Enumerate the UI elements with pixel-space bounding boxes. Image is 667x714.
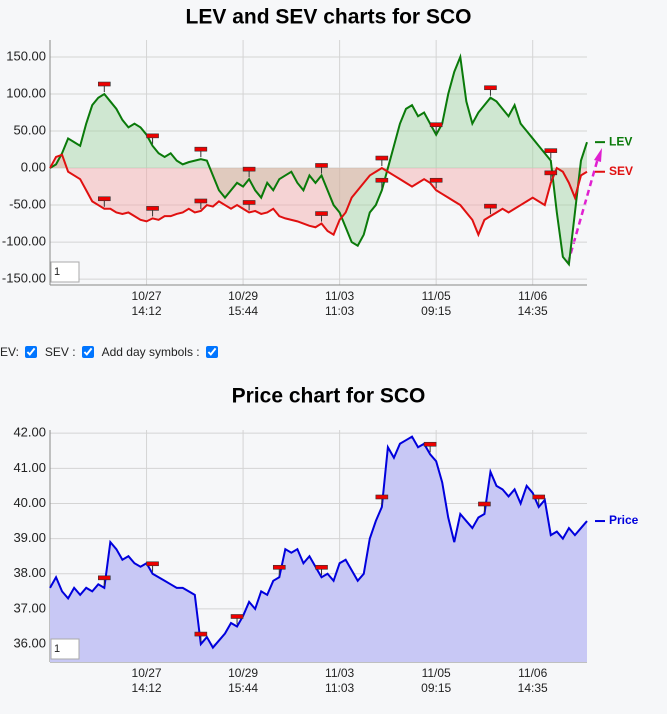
day-marker [242,166,256,172]
day-marker [230,614,244,619]
day-marker [98,575,111,581]
chart-title: LEV and SEV charts for SCO [186,6,472,29]
day-marker [478,501,491,507]
y-tick-label: 41.00 [13,460,46,475]
y-tick-label: 38.00 [13,565,46,580]
control-label: SEV : [44,345,76,359]
y-tick-label: 39.00 [13,530,46,545]
x-tick-label: 10/29 15:44 [228,289,258,318]
day-marker [375,177,389,183]
y-tick-label: -100.00 [2,234,46,249]
day-marker [429,177,443,183]
day-marker [272,564,286,570]
control-checkbox[interactable] [205,346,218,358]
y-tick-label: 0.00 [21,159,46,174]
area-fill [50,154,587,235]
day-marker [146,561,159,567]
y-tick-label: 42.00 [13,425,46,440]
x-tick-label: 11/03 11:03 [325,289,354,318]
day-marker [315,211,328,216]
legend-label: SEV [609,164,633,178]
chart-title: Price chart for SCO [232,385,426,408]
annotation-arrow [566,157,600,264]
x-tick-label: 11/05 09:15 [421,666,451,695]
control-label: Add day symbols : [101,345,200,359]
y-tick-label: 50.00 [13,122,46,137]
x-tick-label: 10/27 14:12 [132,289,162,318]
legend-label: Price [609,513,639,527]
day-marker [429,122,443,128]
day-marker [544,148,558,153]
area-fill [50,57,587,265]
y-tick-label: 36.00 [13,636,46,651]
y-tick-label: 40.00 [13,495,46,510]
day-marker [375,155,389,161]
day-marker [375,494,389,500]
day-marker [484,203,497,209]
day-marker [544,170,558,176]
x-tick-label: 11/06 14:35 [518,289,548,318]
day-marker [423,441,437,447]
legend-label: LEV [609,134,632,148]
day-marker [98,196,111,202]
series-line [49,153,588,238]
x-tick-label: 10/29 15:44 [228,666,258,695]
day-marker [242,200,256,205]
day-marker [146,206,159,211]
arrow-head [594,148,602,162]
day-marker [194,198,208,204]
area-fill [50,436,587,662]
day-marker [98,81,111,87]
y-tick-label: 150.00 [6,48,46,63]
day-marker [532,494,546,500]
day-marker [484,85,497,91]
controls: EV: SEV : Add day symbols : [0,345,222,359]
control-checkbox[interactable] [24,346,37,358]
zoom-value: 1 [54,643,60,655]
y-tick-label: 100.00 [6,85,46,100]
day-marker [194,146,208,152]
y-tick-label: -50.00 [9,196,46,211]
zoom-value: 1 [54,266,60,278]
y-tick-label: -150.00 [2,271,46,286]
zoom-box [50,261,80,283]
day-marker [146,133,159,139]
series-line [49,53,588,267]
control-label: EV: [0,345,19,359]
day-marker [315,163,328,168]
zoom-box [50,638,80,660]
series-line [49,435,588,650]
x-tick-label: 10/27 14:12 [132,666,162,695]
y-tick-label: 37.00 [13,600,46,615]
x-tick-label: 11/03 11:03 [325,666,354,695]
day-marker [315,564,328,570]
day-marker [194,631,208,637]
control-checkbox[interactable] [81,346,94,358]
x-tick-label: 11/06 14:35 [518,666,548,695]
x-tick-label: 11/05 09:15 [421,289,451,318]
